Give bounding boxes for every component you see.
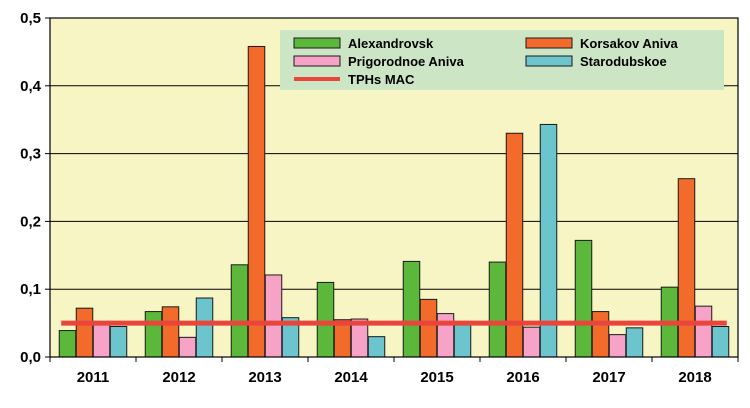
bar-starodubskoe-2014	[367, 336, 386, 358]
legend-label: Korsakov Aniva	[580, 36, 679, 51]
y-tick-label: 0,5	[20, 10, 41, 27]
bar-prigorodnoe-aniva-2013	[264, 274, 283, 358]
bar-starodubskoe-2012	[195, 297, 214, 358]
legend-label: TPHs MAC	[348, 72, 415, 87]
bar-korsakov-aniva-2015	[419, 298, 438, 358]
bar-prigorodnoe-aniva-2012	[178, 336, 197, 358]
x-tick-label: 2017	[592, 369, 625, 386]
y-tick-label: 0,4	[20, 78, 42, 95]
legend-swatch	[293, 37, 341, 49]
x-tick-label: 2014	[334, 369, 368, 386]
bar-korsakov-aniva-2012	[161, 306, 180, 358]
legend-swatch	[525, 37, 573, 49]
bar-prigorodnoe-aniva-2011	[92, 322, 111, 358]
bar-starodubskoe-2011	[109, 325, 128, 358]
y-tick-labels: 0,0 0,1 0,2 0,3 0,4 0,5	[20, 10, 42, 366]
x-tick-label: 2016	[506, 369, 539, 386]
legend-label: Starodubskoe	[580, 54, 667, 69]
bar-alexandrovsk-2017	[574, 239, 593, 358]
y-tick-label: 0,1	[20, 281, 41, 298]
bar-starodubskoe-2015	[453, 322, 472, 358]
x-tick-label: 2015	[420, 369, 453, 386]
bar-korsakov-aniva-2013	[247, 45, 266, 358]
x-tick-label: 2011	[77, 369, 110, 386]
bar-alexandrovsk-2016	[488, 261, 507, 358]
legend-label: Prigorodnoe Aniva	[348, 54, 465, 69]
bar-alexandrovsk-2013	[230, 264, 249, 358]
legend: Alexandrovsk Korsakov Aniva Prigorodnoe An…	[280, 30, 724, 90]
y-tick-label: 0,0	[20, 349, 41, 366]
bar-alexandrovsk-2014	[316, 281, 335, 358]
x-tick-label: 2018	[678, 369, 711, 386]
legend-swatch	[525, 55, 573, 67]
legend-label: Alexandrovsk	[348, 36, 434, 51]
bar-alexandrovsk-2012	[144, 311, 163, 358]
bar-alexandrovsk-2015	[402, 260, 421, 358]
bar-korsakov-aniva-2017	[591, 311, 610, 358]
bar-korsakov-aniva-2011	[75, 307, 94, 358]
x-tick-labels: 2011 2012 2013 2014 2015 2016 2017 2018	[77, 369, 712, 386]
bar-prigorodnoe-aniva-2015	[436, 313, 455, 358]
x-tick-label: 2012	[162, 369, 195, 386]
y-tick-label: 0,3	[20, 146, 41, 163]
bar-prigorodnoe-aniva-2016	[522, 326, 541, 358]
axes	[49, 17, 739, 362]
bar-korsakov-aniva-2018	[677, 178, 696, 358]
legend-box	[280, 30, 724, 90]
y-tick-label: 0,2	[20, 213, 41, 230]
bar-alexandrovsk-2011	[58, 330, 77, 358]
bar-prigorodnoe-aniva-2017	[608, 334, 627, 358]
x-tick-label: 2013	[248, 369, 281, 386]
bar-starodubskoe-2018	[711, 325, 730, 358]
bar-prigorodnoe-aniva-2018	[694, 305, 713, 358]
legend-swatch	[293, 55, 341, 67]
bar-starodubskoe-2017	[625, 327, 644, 358]
